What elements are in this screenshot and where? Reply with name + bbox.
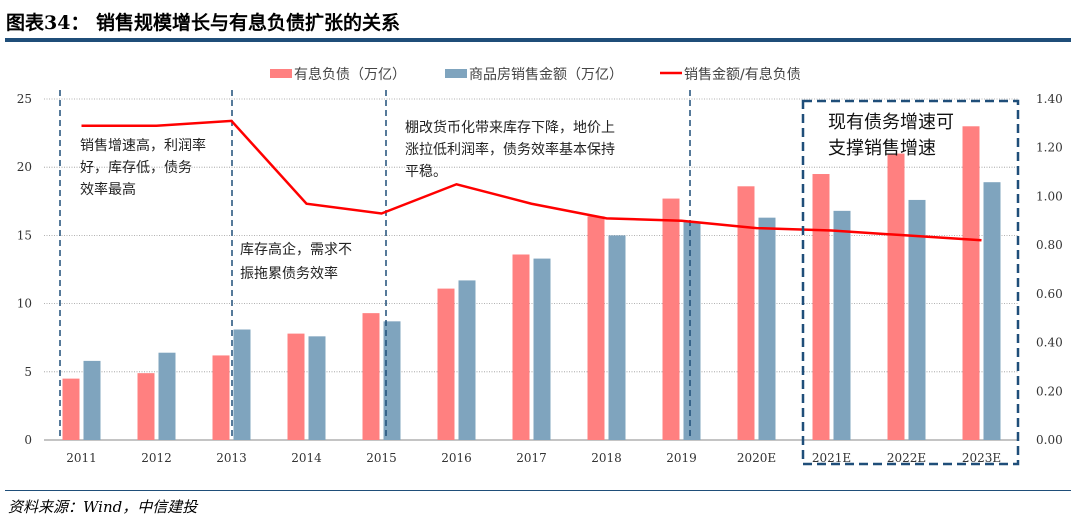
- x-tick-label: 2012: [141, 451, 172, 465]
- bar-sales: [458, 280, 476, 440]
- y-right-tick-label: 0.20: [1036, 384, 1063, 398]
- legend-label: 销售金额/有息负债: [684, 66, 801, 83]
- y-left-tick-label: 15: [17, 228, 32, 242]
- forecast-box: [801, 99, 1020, 466]
- y-left-tick-label: 20: [17, 160, 32, 174]
- bar-sales: [533, 258, 551, 440]
- y-left-tick-label: 10: [17, 297, 32, 311]
- x-tick-label: 2014: [291, 451, 322, 465]
- bar-sales: [908, 199, 926, 440]
- bar-debt: [737, 186, 755, 440]
- annotation-text: 现有债务增速可: [828, 112, 954, 133]
- source-note: 资料来源：Wind，中信建投: [8, 498, 198, 516]
- bar-sales: [983, 182, 1001, 441]
- annotation-text: 销售增速高，利润率: [80, 137, 206, 154]
- legend-swatch: [445, 69, 467, 78]
- bar-sales: [83, 360, 101, 440]
- bar-sales: [233, 329, 251, 440]
- bar-debt: [362, 313, 380, 440]
- x-tick-label: 2022E: [887, 451, 926, 465]
- y-left-tick-label: 0: [24, 433, 32, 447]
- legend-label: 商品房销售金额（万亿）: [469, 67, 623, 83]
- bar-sales: [608, 235, 626, 440]
- x-tick-label: 2013: [216, 451, 247, 465]
- annotation-text: 支撑销售增速: [828, 138, 936, 159]
- bar-sales: [758, 217, 776, 440]
- x-tick-label: 2023E: [962, 451, 1001, 465]
- x-tick-label: 2021E: [812, 451, 851, 465]
- annotation-text: 涨拉低利润率，债务效率基本保持: [405, 141, 615, 158]
- x-tick-label: 2020E: [737, 451, 776, 465]
- x-tick-label: 2017: [516, 451, 547, 465]
- annotation-text: 好，库存低，债务: [80, 160, 192, 176]
- x-tick-label: 2018: [591, 451, 622, 465]
- bar-debt: [512, 254, 530, 440]
- x-tick-label: 2015: [366, 451, 397, 465]
- title-rule: [5, 38, 1071, 42]
- x-tick-label: 2011: [66, 451, 97, 465]
- annotation-text: 效率最高: [80, 181, 136, 198]
- bar-debt: [887, 153, 905, 440]
- y-right-tick-label: 0.80: [1036, 238, 1063, 252]
- legend-swatch: [270, 69, 292, 78]
- bar-debt: [212, 355, 230, 440]
- ratio-line: [81, 119, 982, 242]
- bar-sales: [683, 221, 701, 440]
- bar-debt: [962, 126, 980, 440]
- y-right-tick-label: 0.40: [1036, 336, 1063, 350]
- bar-debt: [587, 216, 605, 440]
- bar-sales: [383, 321, 401, 440]
- y-left-tick-label: 5: [24, 365, 32, 379]
- x-tick-label: 2019: [666, 451, 697, 465]
- y-right-tick-label: 1.00: [1036, 189, 1063, 203]
- legend-label: 有息负债（万亿）: [294, 66, 406, 83]
- bar-sales: [833, 210, 851, 440]
- bar-sales: [158, 352, 176, 440]
- bar-debt: [62, 378, 80, 440]
- annotation-text: 振拖累债务效率: [240, 265, 338, 282]
- bar-debt: [437, 288, 455, 440]
- y-left-tick-label: 25: [17, 92, 32, 106]
- y-right-tick-label: 0.00: [1036, 433, 1063, 447]
- bar-debt: [812, 174, 830, 440]
- bar-debt: [662, 198, 680, 440]
- bottom-rule: [5, 490, 1071, 491]
- bar-debt: [287, 333, 305, 440]
- x-tick-label: 2016: [441, 451, 472, 465]
- chart-title: 图表34： 销售规模增长与有息负债扩张的关系: [6, 12, 401, 34]
- chart: 0 5 10 15 20 25 0.00 0.20 0.40 0.60 0.80 1.00 1.20 1.…: [17, 66, 1063, 466]
- bar-debt: [137, 373, 155, 440]
- y-right-tick-label: 0.60: [1036, 287, 1063, 301]
- y-right-tick-label: 1.20: [1036, 141, 1063, 155]
- annotation-text: 库存高企，需求不: [240, 241, 352, 258]
- bar-sales: [308, 336, 326, 440]
- annotation-text: 平稳。: [405, 164, 447, 180]
- annotation-text: 棚改货币化带来库存下降，地价上: [405, 119, 615, 136]
- y-right-tick-label: 1.40: [1036, 92, 1063, 106]
